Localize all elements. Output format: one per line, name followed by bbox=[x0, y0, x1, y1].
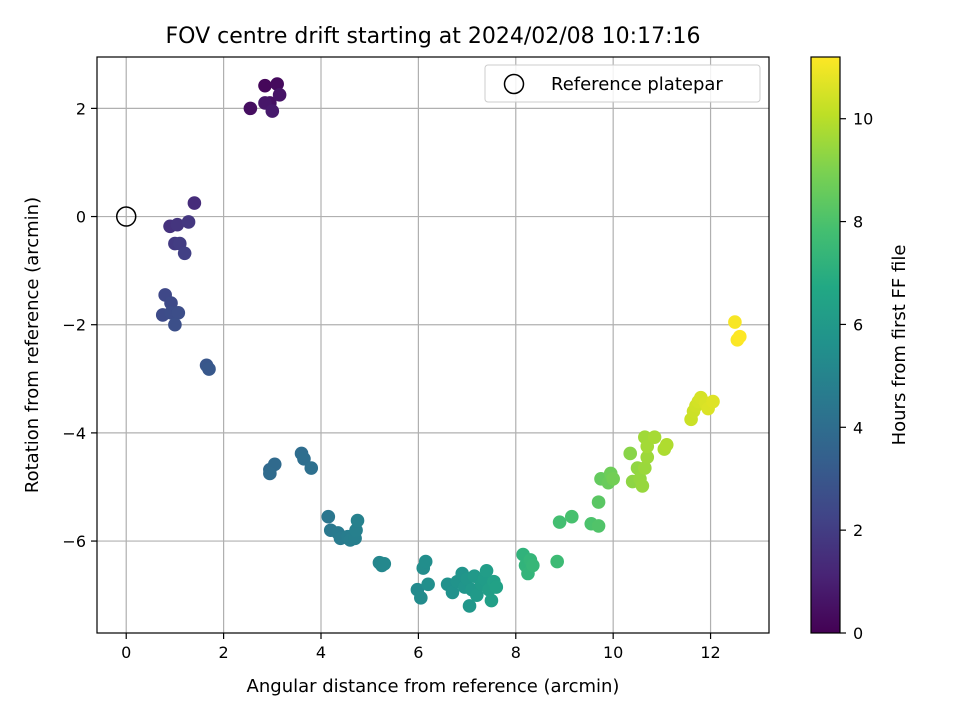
y-tick-label: −4 bbox=[62, 424, 86, 443]
data-point bbox=[202, 362, 216, 376]
data-point bbox=[591, 495, 606, 509]
legend: Reference platepar bbox=[484, 64, 761, 103]
data-point bbox=[479, 564, 494, 578]
chart-title: FOV centre drift starting at 2024/02/08 … bbox=[166, 24, 701, 49]
data-point bbox=[706, 394, 720, 409]
data-point bbox=[177, 246, 192, 261]
data-point bbox=[258, 78, 272, 93]
x-tick-label: 2 bbox=[219, 643, 229, 662]
reference-point-marker bbox=[115, 206, 137, 227]
data-point bbox=[728, 315, 742, 329]
data-point bbox=[647, 430, 662, 445]
colorbar-tick-label: 0 bbox=[853, 624, 863, 643]
colorbar-tick-label: 8 bbox=[853, 213, 863, 232]
data-point bbox=[171, 306, 186, 320]
data-point bbox=[526, 558, 540, 573]
data-point bbox=[484, 593, 499, 608]
data-point bbox=[321, 509, 336, 524]
colorbar-ticks: 0 2 4 6 8 10 bbox=[840, 110, 873, 643]
data-point bbox=[550, 554, 564, 569]
data-point bbox=[732, 329, 747, 344]
colorbar bbox=[810, 56, 841, 634]
data-point bbox=[170, 217, 185, 232]
y-tick-label: −2 bbox=[62, 316, 86, 335]
data-point bbox=[552, 515, 567, 529]
colorbar-tick-label: 2 bbox=[853, 521, 863, 540]
legend-box bbox=[484, 64, 761, 103]
x-tick-label: 8 bbox=[511, 643, 521, 662]
data-point bbox=[377, 556, 392, 571]
data-point bbox=[623, 446, 638, 461]
y-tick-label: 2 bbox=[76, 99, 86, 118]
data-point bbox=[263, 466, 277, 481]
data-point bbox=[564, 509, 579, 524]
x-tick-label: 10 bbox=[603, 643, 623, 662]
y-axis-ticks: −6 −4 −2 0 2 bbox=[62, 99, 97, 551]
data-point bbox=[414, 591, 428, 605]
data-point bbox=[640, 450, 655, 465]
colorbar-label: Hours from first FF file bbox=[889, 245, 910, 446]
x-axis-label: Angular distance from reference (arcmin) bbox=[247, 676, 620, 697]
data-point bbox=[181, 215, 196, 229]
data-point bbox=[640, 439, 655, 454]
x-axis-ticks: 0 2 4 6 8 10 12 bbox=[121, 633, 721, 662]
data-point bbox=[418, 554, 433, 569]
data-point bbox=[606, 472, 620, 486]
colorbar-tick-label: 10 bbox=[853, 110, 873, 129]
data-point bbox=[445, 585, 460, 600]
data-point bbox=[462, 599, 477, 613]
plot-frame bbox=[96, 56, 770, 634]
colorbar-tick-label: 6 bbox=[853, 315, 863, 334]
data-point bbox=[489, 580, 504, 594]
data-point bbox=[591, 519, 606, 533]
x-tick-label: 4 bbox=[316, 643, 326, 662]
data-point bbox=[187, 196, 202, 210]
data-point bbox=[350, 513, 365, 528]
data-point bbox=[164, 296, 178, 310]
data-point bbox=[635, 479, 650, 493]
data-point bbox=[470, 588, 484, 602]
legend-label: Reference platepar bbox=[551, 74, 723, 95]
data-point bbox=[272, 88, 287, 102]
data-point bbox=[270, 77, 284, 91]
data-point bbox=[659, 437, 674, 452]
data-point bbox=[421, 577, 435, 592]
x-tick-label: 12 bbox=[700, 643, 720, 662]
y-axis-label: Rotation from reference (arcmin) bbox=[22, 197, 43, 493]
scatter-points bbox=[155, 77, 747, 613]
colorbar-tick-label: 4 bbox=[853, 418, 863, 437]
data-point bbox=[168, 317, 182, 332]
y-tick-label: 0 bbox=[76, 208, 86, 227]
data-point bbox=[243, 101, 258, 116]
legend-marker-icon bbox=[503, 73, 525, 95]
data-point bbox=[265, 104, 280, 118]
x-tick-label: 6 bbox=[413, 643, 423, 662]
grid-lines bbox=[97, 57, 769, 633]
data-point bbox=[638, 461, 652, 475]
data-point bbox=[297, 452, 311, 466]
data-point bbox=[304, 461, 319, 475]
x-tick-label: 0 bbox=[121, 643, 131, 662]
y-tick-label: −6 bbox=[62, 532, 86, 551]
